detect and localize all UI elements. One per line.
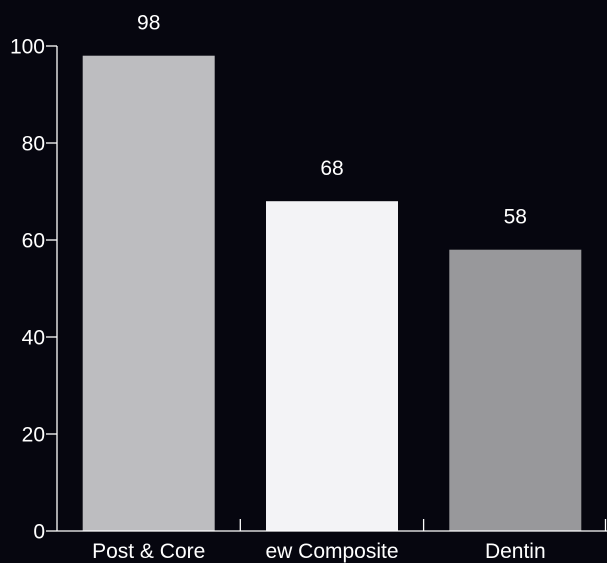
- x-tick-label-2: Dentin: [485, 540, 546, 563]
- axes-layer: [56, 46, 607, 532]
- y-tick-label-0: 0: [33, 521, 45, 544]
- data-label-0: 98: [137, 12, 160, 35]
- y-tick-label-1: 20: [22, 424, 45, 447]
- bar-2: [449, 249, 582, 531]
- y-tick-label-5: 100: [10, 36, 45, 59]
- y-tick-label-4: 80: [22, 133, 45, 156]
- data-labels: 98 68 58: [137, 12, 527, 229]
- bar-0: [82, 55, 215, 531]
- data-label-1: 68: [320, 157, 343, 180]
- y-tick-label-2: 40: [22, 327, 45, 350]
- data-label-2: 58: [504, 206, 527, 229]
- bars-layer: [82, 55, 582, 531]
- y-ticks: 0 20 40 60 80 100: [10, 36, 57, 544]
- y-tick-label-3: 60: [22, 230, 45, 253]
- bar-1: [266, 201, 398, 531]
- x-tick-label-1: ew Composite: [265, 540, 398, 563]
- x-tick-label-0: Post & Core: [92, 540, 205, 563]
- x-ticks: Post & Core ew Composite Dentin: [92, 519, 607, 563]
